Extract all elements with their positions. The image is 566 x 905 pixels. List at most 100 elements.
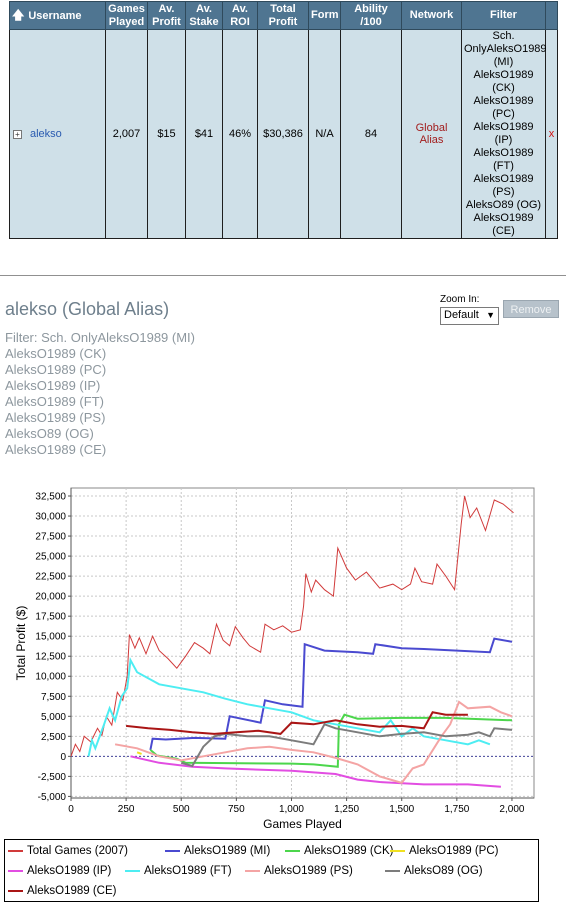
- legend-label: AleksO1989 (CE): [27, 885, 117, 897]
- legend-item: AleksO1989 (MI): [165, 842, 270, 860]
- y-tick-label: 10,000: [35, 672, 66, 683]
- legend-swatch: [390, 849, 405, 852]
- results-table: 🡅 Username Games Played Av. Profit Av. St…: [9, 1, 558, 239]
- chevron-down-icon: ▼: [486, 310, 495, 320]
- filter-line: Sch.: [492, 30, 515, 42]
- y-tick-label: 5,000: [41, 712, 66, 723]
- series-line: [87, 656, 491, 757]
- profile-title: alekso (Global Alias): [5, 299, 170, 319]
- x-tick-label: 2,000: [499, 804, 524, 815]
- y-tick-label: 20,000: [35, 592, 66, 603]
- legend-label: AleksO1989 (PC): [409, 845, 499, 857]
- cell-form: N/A: [308, 29, 341, 239]
- x-tick-label: 750: [228, 804, 245, 815]
- legend-swatch: [125, 869, 140, 872]
- col-header-network[interactable]: Network: [401, 1, 462, 30]
- cell-username: + alekso: [9, 29, 106, 239]
- y-tick-label: 27,500: [35, 532, 66, 543]
- profit-chart: -5,000 -2,500 0 2,500 5,000 7,500 10,000 12,500…: [14, 487, 535, 831]
- col-header-filter[interactable]: Filter: [461, 1, 546, 30]
- legend-label: AleksO1989 (MI): [184, 845, 271, 857]
- y-tick-label: 22,500: [35, 572, 66, 583]
- x-tick-label: 1,500: [389, 804, 414, 815]
- col-header-form[interactable]: Form: [308, 1, 341, 30]
- x-tick-label: 500: [173, 804, 190, 815]
- filter-line: AleksO1989 (IP): [5, 378, 101, 393]
- legend-item: AleksO1989 (PC): [390, 842, 498, 860]
- filter-line: (CE): [492, 225, 515, 237]
- legend-label: AleksO89 (OG): [404, 865, 483, 877]
- series-line: [180, 723, 513, 768]
- cell-av-stake: $41: [185, 29, 223, 239]
- zoom-select-value: Default: [444, 309, 479, 321]
- filter-line: (MI): [493, 56, 514, 68]
- y-tick-label: -2,500: [38, 772, 67, 783]
- zoom-label: Zoom In:: [440, 294, 480, 305]
- series-line: [149, 637, 513, 751]
- cell-remove: x: [545, 29, 558, 239]
- cell-ability: 84: [340, 29, 402, 239]
- zoom-select[interactable]: Default ▼: [440, 307, 499, 325]
- series-line: [130, 755, 501, 788]
- filter-line: AleksO89 (OG): [465, 199, 542, 211]
- filter-line: Filter: Sch. OnlyAleksO1989 (MI): [5, 330, 195, 345]
- remove-button[interactable]: Remove: [503, 300, 559, 318]
- username-link[interactable]: alekso: [30, 128, 62, 140]
- cell-av-profit: $15: [147, 29, 186, 239]
- cell-network: Global Alias: [401, 29, 462, 239]
- filter-line: OnlyAleksO1989: [464, 43, 547, 55]
- col-header-ability[interactable]: Ability /100: [340, 1, 402, 30]
- legend-swatch: [8, 889, 23, 892]
- legend-label: AleksO1989 (FT): [144, 865, 232, 877]
- x-tick-label: 0: [68, 804, 74, 815]
- remove-row-icon[interactable]: x: [548, 128, 555, 140]
- legend-item: AleksO1989 (FT): [125, 862, 232, 880]
- y-tick-label: 25,000: [35, 552, 66, 563]
- cell-av-roi: 46%: [222, 29, 258, 239]
- cell-games-played: 2,007: [105, 29, 148, 239]
- filter-line: AleksO1989: [473, 212, 534, 224]
- filter-line: AleksO1989: [473, 173, 534, 185]
- col-header-total-profit[interactable]: Total Profit: [257, 1, 309, 30]
- y-tick-label: 7,500: [41, 692, 66, 703]
- x-tick-label: 250: [118, 804, 135, 815]
- col-header-av-profit[interactable]: Av. Profit: [147, 1, 186, 30]
- legend-item: AleksO1989 (CE): [8, 882, 116, 900]
- y-tick-label: 2,500: [41, 732, 66, 743]
- series-line: [125, 711, 468, 735]
- legend-swatch: [8, 849, 23, 852]
- filter-line: AleksO1989: [473, 69, 534, 81]
- legend-item: AleksO89 (OG): [385, 862, 483, 880]
- legend-swatch: [8, 869, 23, 872]
- filter-line: AleksO1989 (IP): [473, 121, 534, 146]
- legend-label: Total Games (2007): [27, 845, 128, 857]
- filter-line: AleksO1989 (FT): [5, 394, 104, 409]
- legend-label: AleksO1989 (IP): [27, 865, 112, 877]
- filter-line: AleksO1989 (CE): [5, 442, 107, 457]
- col-header-games-played[interactable]: Games Played: [105, 1, 148, 30]
- filter-line: AleksO89 (OG): [5, 426, 94, 441]
- x-tick-label: 1,000: [279, 804, 304, 815]
- expand-icon[interactable]: +: [13, 129, 22, 139]
- filter-description: Filter: Sch. OnlyAleksO1989 (MI) AleksO1…: [5, 330, 195, 458]
- legend-item: Total Games (2007): [8, 842, 128, 860]
- cell-total-profit: $30,386: [257, 29, 309, 239]
- filter-line: AleksO1989 (PC): [5, 362, 107, 377]
- col-header-av-stake[interactable]: Av. Stake: [185, 1, 223, 30]
- col-header-username[interactable]: 🡅 Username: [9, 1, 106, 30]
- x-tick-label: 1,750: [444, 804, 469, 815]
- table-row: + alekso 2,007 $15 $41 46% $30,386 N/A 84…: [9, 29, 558, 239]
- filter-line: (PS): [492, 186, 515, 198]
- col-header-av-roi[interactable]: Av. ROI: [222, 1, 258, 30]
- filter-line: AleksO1989: [473, 147, 534, 159]
- legend-item: AleksO1989 (IP): [8, 862, 111, 880]
- legend-swatch: [385, 869, 400, 872]
- y-axis-title: Total Profit ($): [14, 606, 28, 681]
- series-line: [136, 751, 142, 755]
- network-link[interactable]: Global Alias: [415, 122, 448, 146]
- section-divider: [0, 275, 566, 276]
- y-tick-label: 12,500: [35, 652, 66, 663]
- legend-swatch: [165, 849, 180, 852]
- legend-item: AleksO1989 (PS): [245, 862, 353, 880]
- chart-legend: Total Games (2007) AleksO1989 (MI) AleksO1…: [4, 839, 539, 902]
